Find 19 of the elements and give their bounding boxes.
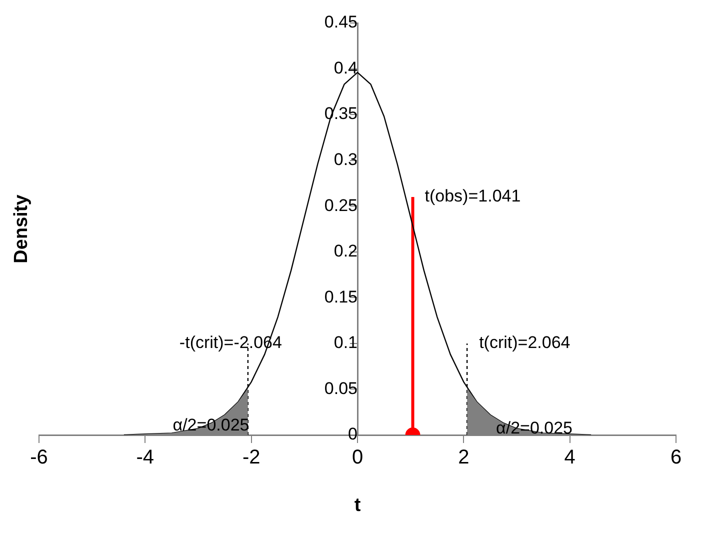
x-tick-label: 4 <box>564 446 576 469</box>
y-tick-label: 0.2 <box>334 242 358 261</box>
y-tick-label: 0.4 <box>334 58 358 78</box>
x-tick-label: -6 <box>30 446 48 469</box>
x-tick-label: 6 <box>670 446 682 469</box>
y-tick-label: 0.3 <box>334 150 358 170</box>
y-tick-label: 0.05 <box>324 378 358 398</box>
y-tick-label: 0.45 <box>324 12 358 32</box>
y-axis-title: Density <box>11 194 32 264</box>
x-axis-title: t <box>354 495 362 516</box>
y-tick-label: 0.1 <box>334 333 358 352</box>
y-tick-label: 0 <box>348 424 358 444</box>
x-tick-label: -2 <box>242 446 260 469</box>
y-tick-label: 0.15 <box>324 287 358 306</box>
annotation: t(obs)=1.041 <box>424 186 521 206</box>
x-tick-label: 2 <box>458 446 470 469</box>
annotation: t(crit)=2.064 <box>479 333 570 352</box>
x-tick-label: -4 <box>136 446 154 469</box>
y-tick-label: 0.25 <box>324 196 358 215</box>
